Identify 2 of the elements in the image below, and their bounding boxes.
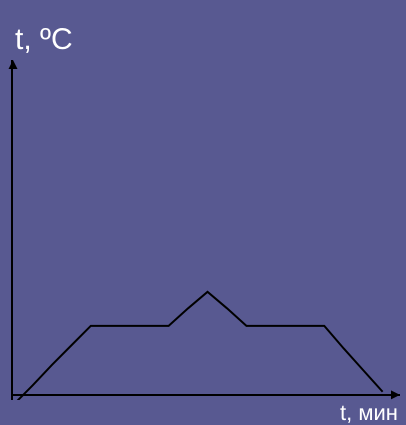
text: t, ºC [15, 23, 73, 56]
x-axis-title: t, мин [340, 400, 398, 425]
